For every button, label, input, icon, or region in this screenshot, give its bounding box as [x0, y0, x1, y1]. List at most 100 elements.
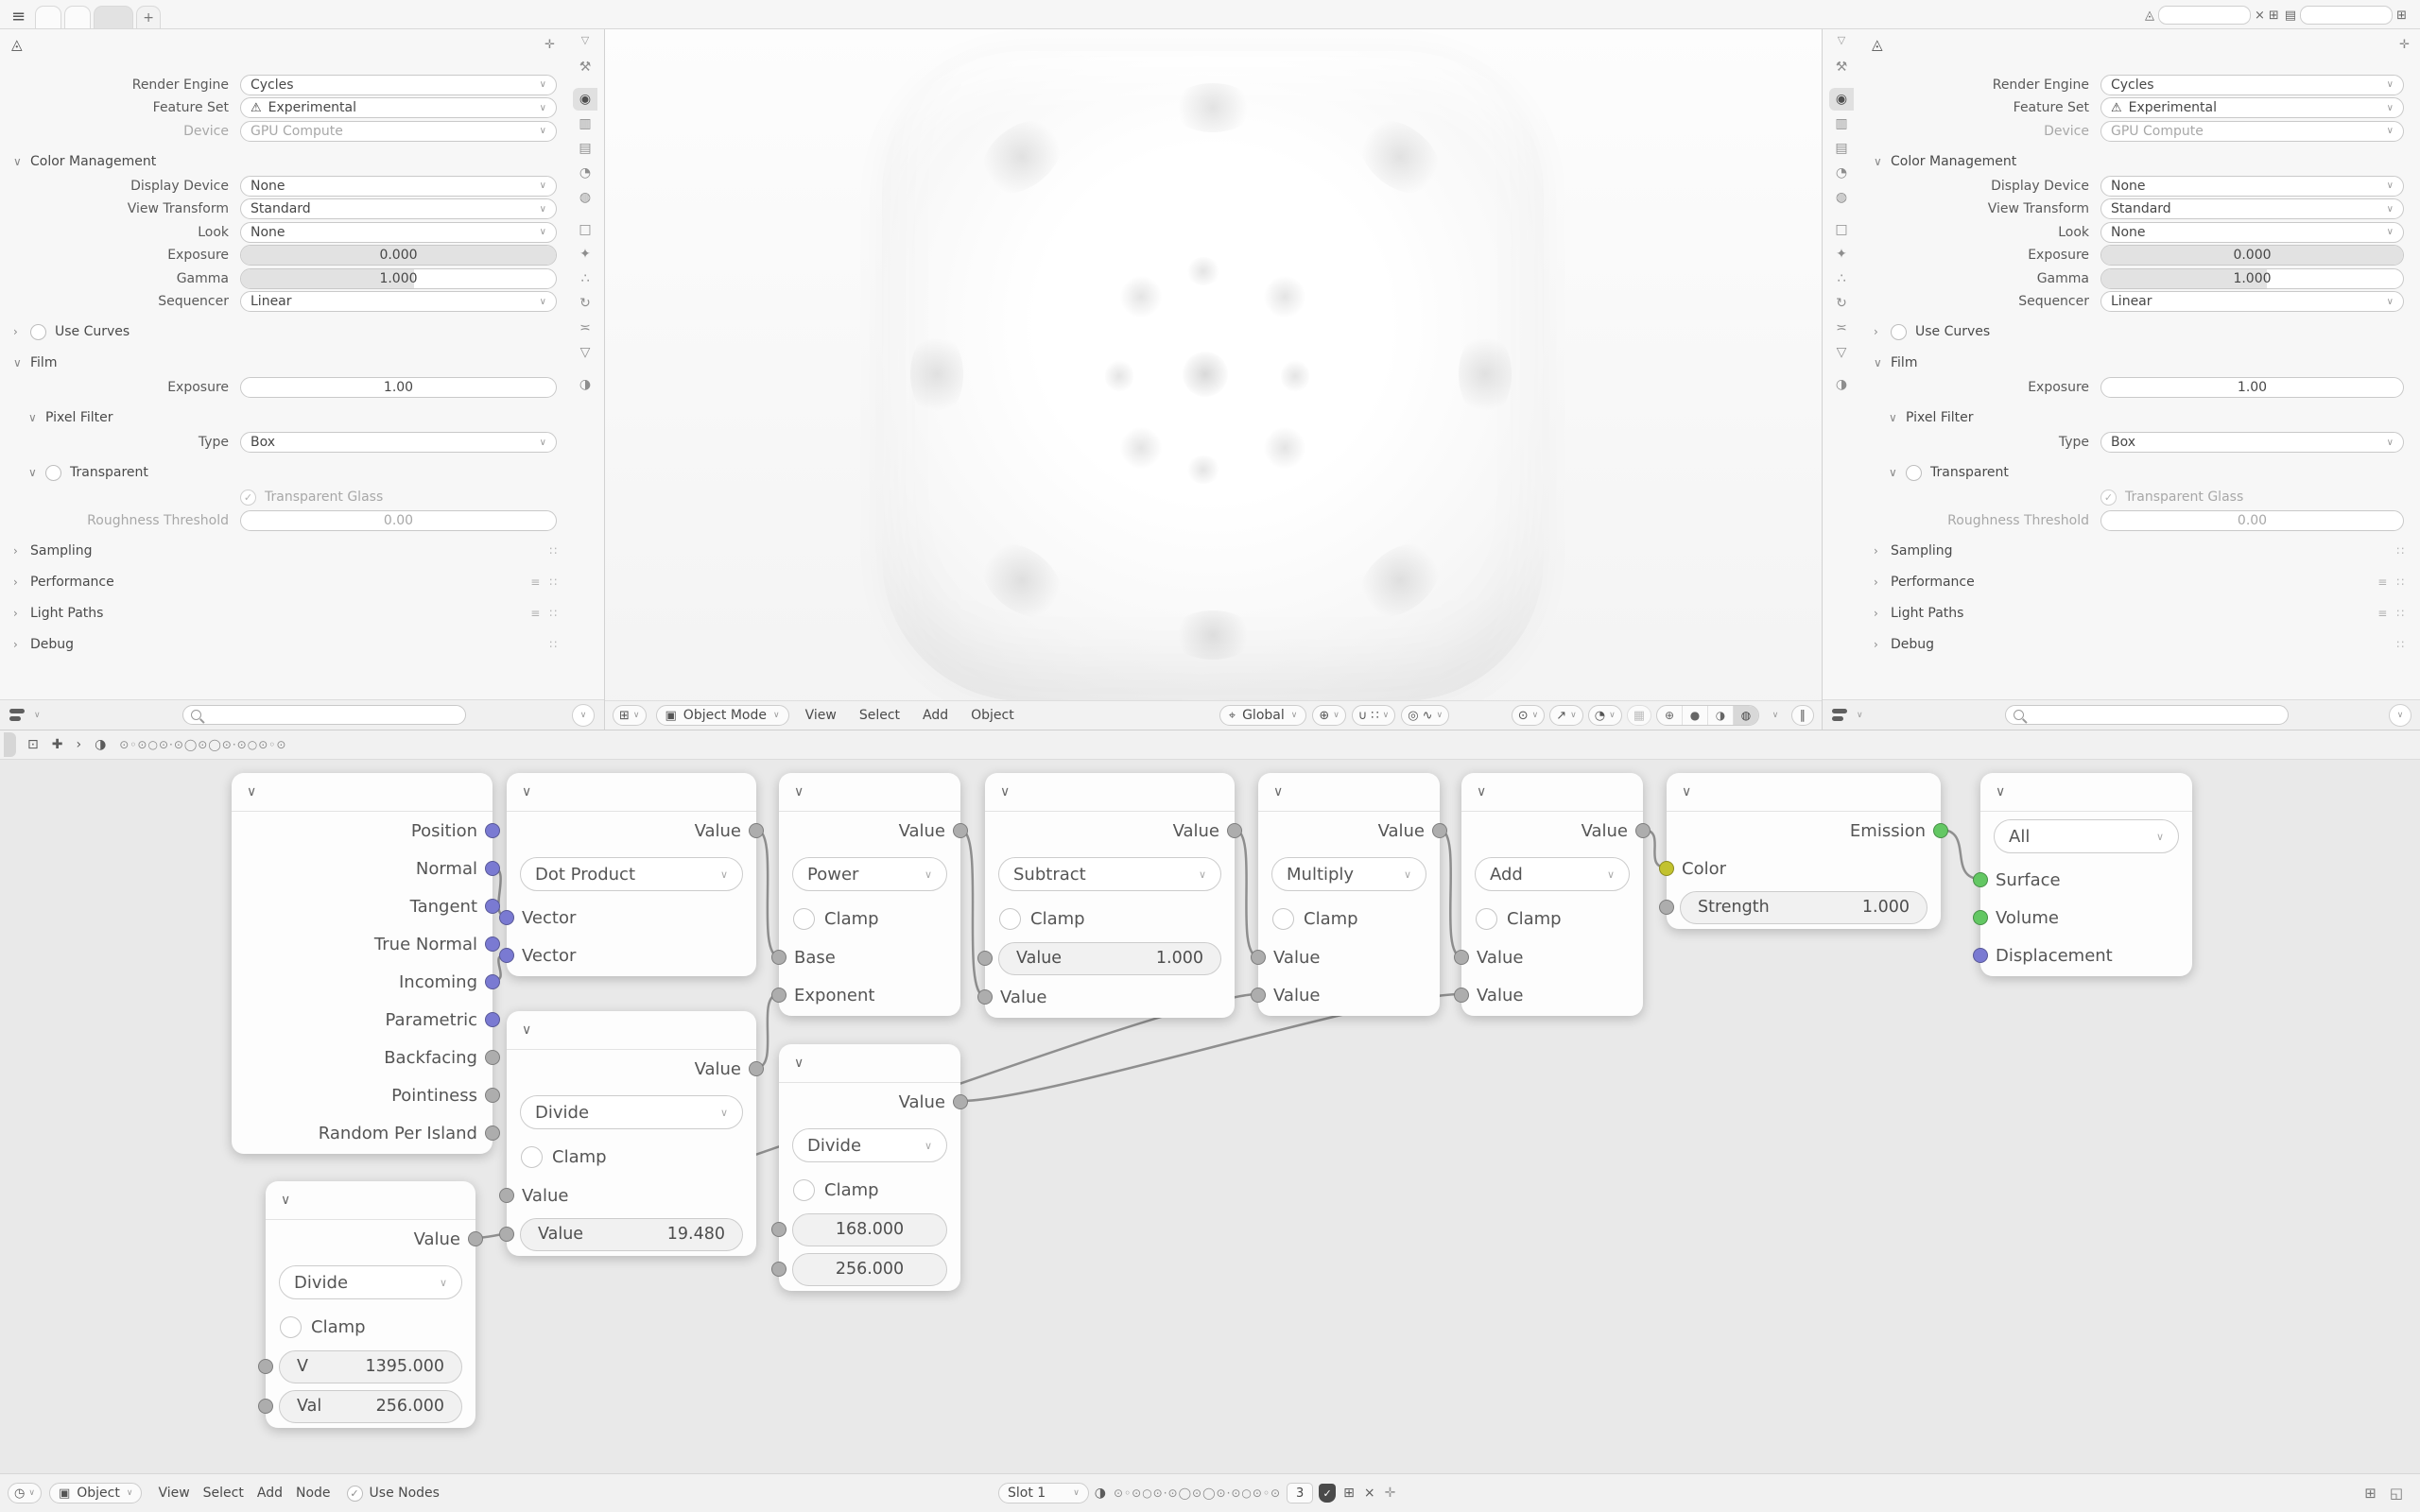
clamp-checkbox[interactable] [1272, 907, 1294, 930]
collapse-chevron-icon[interactable]: ∨ [794, 1056, 804, 1071]
node-operation-dropdown[interactable]: Divide ∨ [520, 1095, 743, 1129]
collapse-chevron-icon[interactable]: ∨ [522, 1022, 532, 1038]
properties-tab-physics[interactable]: ↻ [1836, 296, 1847, 311]
dropdown-look[interactable]: None ∨ [2100, 221, 2404, 243]
dropdown-display-device[interactable]: None ∨ [240, 175, 557, 197]
properties-tab-scene[interactable]: ◔ [1835, 165, 1848, 180]
section-use-curves[interactable]: › Use Curves [1860, 320, 2413, 343]
collapse-chevron-icon[interactable]: ∨ [1996, 784, 2006, 799]
input-socket[interactable] [258, 1359, 273, 1374]
scene-name-field[interactable] [2157, 6, 2251, 25]
grip-icon[interactable]: ∷ [2396, 637, 2404, 651]
node-math-add[interactable]: ∨ Value Add ∨ Clamp Value Value [1454, 773, 1651, 1016]
input-socket[interactable] [771, 1262, 786, 1277]
unlink-material-icon[interactable]: × [1363, 1486, 1375, 1501]
menu-add[interactable]: Add [256, 1486, 283, 1501]
properties-tab-output[interactable]: ▥ [579, 116, 592, 131]
properties-tab-material[interactable]: ◑ [579, 377, 592, 392]
properties-editor-type-icon[interactable] [9, 709, 28, 721]
properties-tab-particles[interactable]: ∴ [1837, 271, 1846, 286]
grip-icon[interactable]: ∷ [2396, 606, 2404, 620]
input-socket[interactable] [1454, 988, 1469, 1003]
dropdown-render-engine[interactable]: Cycles ∨ [240, 74, 557, 95]
input-socket[interactable] [1973, 872, 1988, 887]
section-light-paths[interactable]: › Light Paths ≡ ∷ [0, 602, 566, 625]
section-color-management[interactable]: ∨ Color Management [0, 150, 566, 173]
section-pixel-filter[interactable]: ∨ Pixel Filter [1860, 406, 2413, 429]
node-header[interactable]: ∨ [985, 773, 1235, 812]
slider-roughness-threshold[interactable]: 0.00 [2100, 509, 2404, 531]
dropdown-device[interactable]: GPU Compute ∨ [2100, 120, 2404, 142]
node-math-subtract[interactable]: ∨ Value Subtract ∨ Clamp Value 1.000 Value [977, 773, 1242, 1018]
transform-orientation-dropdown[interactable]: ⌖ Global ∨ [1219, 705, 1307, 726]
node-operation-dropdown[interactable]: Divide ∨ [279, 1265, 462, 1299]
node-header[interactable]: ∨ [1667, 773, 1941, 812]
clamp-checkbox[interactable] [1476, 907, 1497, 930]
node-operation-dropdown[interactable]: Multiply ∨ [1271, 857, 1426, 891]
node-header[interactable]: ∨ [507, 1011, 756, 1050]
input-socket[interactable] [771, 1222, 786, 1237]
output-socket[interactable] [749, 823, 764, 838]
collapse-chevron-icon[interactable]: ∨ [794, 784, 804, 799]
section-debug[interactable]: › Debug ∷ [1860, 633, 2413, 656]
input-socket[interactable] [1659, 861, 1674, 876]
properties-tab-constraints[interactable]: ≍ [579, 320, 591, 335]
value-field[interactable]: 168.000 [792, 1212, 947, 1246]
use-nodes-toggle[interactable]: ✓ Use Nodes [346, 1485, 440, 1502]
shading-rendered-button[interactable]: ◍ [1734, 706, 1758, 725]
dropdown-render-engine[interactable]: Cycles ∨ [2100, 74, 2404, 95]
dropdown-type[interactable]: Box ∨ [2100, 432, 2404, 453]
checkbox-transparent[interactable] [1906, 464, 1922, 481]
node-math-dot-product[interactable]: ∨ Value Dot Product ∨ Vector Vector [499, 773, 764, 976]
properties-tab-constraints[interactable]: ≍ [1836, 320, 1847, 335]
viewport-3d[interactable]: ⊞ ∨ ▣ Object Mode ∨ View Select Add Obje… [605, 28, 1822, 730]
node-math-divide-a[interactable]: ∨ Value Divide ∨ Clamp Value Value 19.480 [499, 1011, 764, 1256]
workspace-tab-3-active[interactable] [94, 6, 134, 28]
section-debug[interactable]: › Debug ∷ [0, 633, 566, 656]
input-socket[interactable] [1454, 950, 1469, 965]
slider-exposure[interactable]: 1.00 [240, 377, 557, 398]
input-socket[interactable] [499, 948, 514, 963]
properties-options-button[interactable]: ∨ [572, 703, 595, 727]
properties-tab-tool[interactable]: ⚒ [579, 60, 592, 75]
dropdown-view-transform[interactable]: Standard ∨ [2100, 198, 2404, 219]
properties-editor-type-icon[interactable] [1832, 709, 1851, 721]
menu-object[interactable]: Object [971, 708, 1014, 723]
output-socket[interactable] [1227, 823, 1242, 838]
section-performance[interactable]: › Performance ≡ ∷ [0, 571, 566, 593]
output-socket[interactable] [485, 861, 500, 876]
clamp-checkbox[interactable] [521, 1145, 543, 1168]
dropdown-view-transform[interactable]: Standard ∨ [240, 198, 557, 219]
clamp-checkbox[interactable] [793, 1178, 815, 1201]
node-header[interactable]: ∨ [232, 773, 493, 812]
properties-tab-physics[interactable]: ↻ [579, 296, 591, 311]
dropdown-display-device[interactable]: None ∨ [2100, 175, 2404, 197]
input-socket[interactable] [1251, 988, 1266, 1003]
grip-icon[interactable]: ∷ [549, 575, 557, 589]
input-socket[interactable] [977, 951, 993, 966]
slider-gamma[interactable]: 1.000 [2100, 267, 2404, 289]
properties-search-input[interactable] [182, 705, 466, 725]
section-film[interactable]: ∨ Film [0, 352, 566, 374]
slot-dropdown[interactable]: Slot 1 ∨ [998, 1483, 1089, 1503]
node-header[interactable]: ∨ [779, 1044, 960, 1083]
grip-icon[interactable]: ∷ [549, 543, 557, 558]
menu-select[interactable]: Select [202, 1486, 244, 1501]
overlays-dropdown[interactable]: ◔ ∨ [1587, 705, 1622, 726]
node-geometry[interactable]: ∨ Position Normal Tangent True Normal Incomin… [232, 773, 500, 1154]
dropdown-type[interactable]: Box ∨ [240, 432, 557, 453]
grid-icon[interactable]: ⊞ [2364, 1485, 2377, 1502]
shading-wireframe-button[interactable]: ⊕ [1657, 706, 1683, 725]
view-layer-new-icon[interactable]: ⊞ [2396, 8, 2407, 23]
move-icon[interactable]: ✚ [51, 737, 63, 752]
node-editor-type-button[interactable]: ◷ ∨ [8, 1483, 42, 1503]
menu-node[interactable]: Node [295, 1486, 331, 1501]
proportional-editing-button[interactable]: ◎ ∿ ∨ [1401, 705, 1450, 726]
properties-tab-world[interactable]: ◍ [1835, 190, 1848, 205]
properties-tab-data[interactable]: ▽ [579, 345, 591, 360]
properties-search-input[interactable] [2004, 705, 2289, 725]
grip-icon[interactable]: ∷ [2396, 543, 2404, 558]
collapse-chevron-icon[interactable]: ∨ [1682, 784, 1692, 799]
output-socket[interactable] [485, 1050, 500, 1065]
shader-type-dropdown[interactable]: ▣ Object ∨ [48, 1483, 143, 1503]
